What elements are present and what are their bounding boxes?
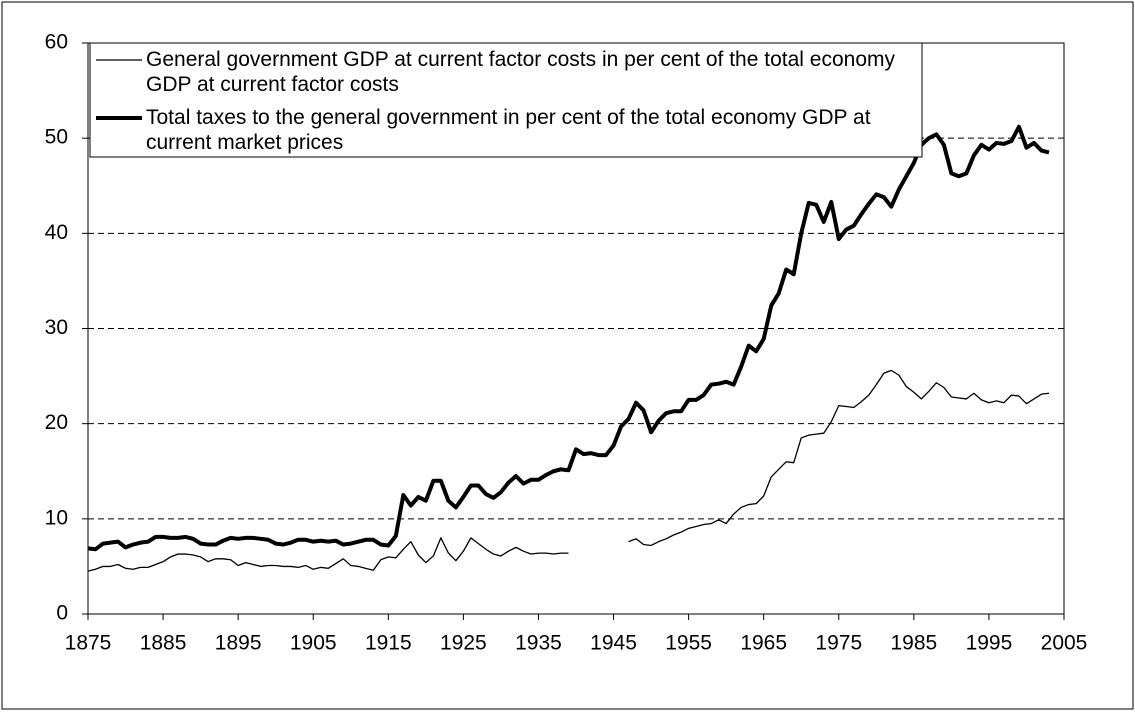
data-line — [87, 124, 1050, 552]
x-tick-label: 1975 — [815, 632, 862, 655]
y-tick-label: 10 — [45, 506, 68, 529]
y-tick-label: 0 — [56, 602, 68, 625]
y-tick-label: 20 — [45, 411, 68, 434]
x-tick-label: 1945 — [590, 632, 637, 655]
y-tick-label: 40 — [45, 221, 68, 244]
x-tick-label: 1965 — [740, 632, 787, 655]
x-tick-label: 1895 — [215, 632, 262, 655]
x-tick-label: 1875 — [65, 632, 112, 655]
legend-label: Total taxes to the general government in… — [146, 106, 871, 154]
x-tick-label: 1915 — [365, 632, 412, 655]
x-tick-label: 1885 — [140, 632, 187, 655]
x-tick-label: 2005 — [1041, 632, 1088, 655]
x-tick-label: 1985 — [890, 632, 937, 655]
x-tick-label: 1955 — [665, 632, 712, 655]
x-tick-label: 1935 — [515, 632, 562, 655]
x-tick-label: 1925 — [440, 632, 487, 655]
y-tick-label: 60 — [45, 31, 68, 54]
y-tick-label: 30 — [45, 316, 68, 339]
y-tick-label: 50 — [45, 126, 68, 149]
x-tick-label: 1995 — [966, 632, 1013, 655]
data-line — [87, 369, 1050, 572]
x-tick-label: 1905 — [290, 632, 337, 655]
legend-label: General government GDP at current factor… — [146, 48, 895, 96]
legend-box — [89, 42, 923, 158]
